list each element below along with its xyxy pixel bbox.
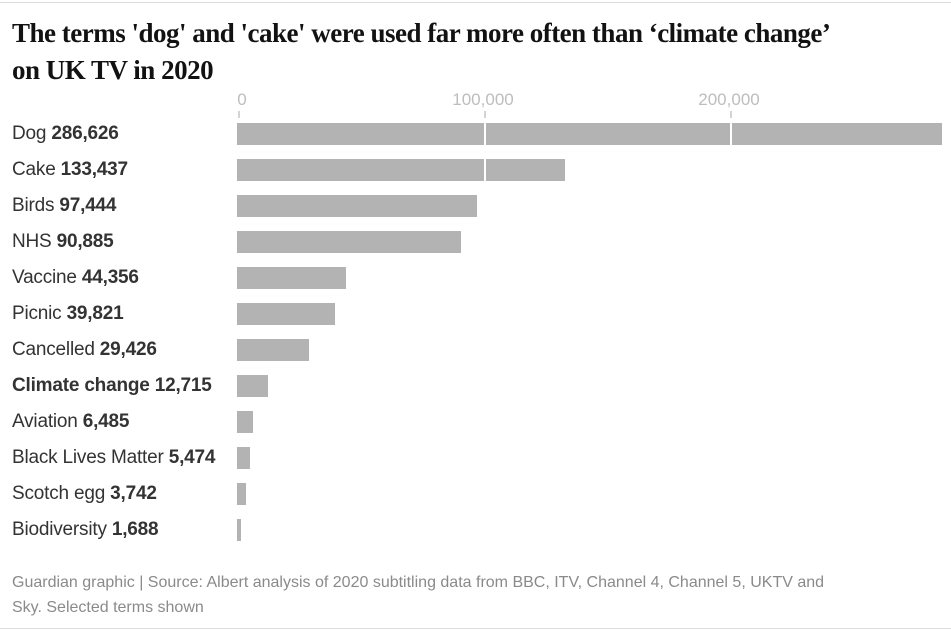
bottom-divider	[0, 628, 951, 629]
bar-row: Cake 133,437	[0, 152, 951, 188]
bar-row: Vaccine 44,356	[0, 260, 951, 296]
source-caption: Guardian graphic | Source: Albert analys…	[12, 570, 942, 620]
bar-term: Black Lives Matter	[12, 447, 169, 468]
bar-label: NHS 90,885	[12, 224, 114, 260]
bar	[237, 519, 241, 541]
x-axis-tick-label: 100,000	[452, 90, 514, 109]
bar-value-label: 5,474	[168, 447, 216, 468]
bar-row: Scotch egg 3,742	[0, 476, 951, 512]
bar	[237, 375, 268, 397]
top-divider	[0, 2, 951, 3]
gridline	[484, 120, 486, 536]
bar-value-label: 97,444	[59, 195, 117, 216]
bar-term: Scotch egg	[12, 483, 111, 504]
x-axis-tick-mark	[730, 111, 732, 118]
bar-term: Aviation	[12, 411, 83, 432]
bar-row: Climate change 12,715	[0, 368, 951, 404]
bar-term: Picnic	[12, 303, 67, 324]
x-axis-tick-label: 0	[237, 90, 247, 109]
bar-label: Climate change 12,715	[12, 368, 212, 404]
bar-value-label: 90,885	[56, 231, 114, 252]
x-axis-tick-mark	[484, 111, 486, 118]
bar-label: Cake 133,437	[12, 152, 128, 188]
bar	[237, 447, 250, 469]
bar-row: Cancelled 29,426	[0, 332, 951, 368]
bar-value-label: 3,742	[110, 483, 157, 504]
bar-label: Cancelled 29,426	[12, 332, 157, 368]
gridline	[730, 120, 732, 536]
source-caption-line2: Sky. Selected terms shown	[12, 599, 204, 616]
bar-row: Biodiversity 1,688	[0, 512, 951, 548]
bar-term: Dog	[12, 123, 52, 144]
chart-title: The terms 'dog' and 'cake' were used far…	[12, 15, 947, 89]
chart-title-line2: on UK TV in 2020	[12, 55, 214, 85]
bar	[237, 267, 346, 289]
bar	[237, 411, 253, 433]
bar-label: Biodiversity 1,688	[12, 512, 159, 548]
bar-row: NHS 90,885	[0, 224, 951, 260]
source-caption-line1: Guardian graphic | Source: Albert analys…	[12, 574, 825, 591]
chart-title-line1: The terms 'dog' and 'cake' were used far…	[12, 18, 831, 48]
bar-value-label: 39,821	[66, 303, 124, 324]
bar-row: Dog 286,626	[0, 116, 951, 152]
x-axis-tick-label: 200,000	[698, 90, 760, 109]
bar-term: NHS	[12, 231, 57, 252]
bar	[237, 159, 565, 181]
bar-label: Black Lives Matter 5,474	[12, 440, 215, 476]
bar	[237, 483, 246, 505]
bar-term: Birds	[12, 195, 60, 216]
bar-term: Cancelled	[12, 339, 100, 360]
bar-term: Biodiversity	[12, 519, 112, 540]
bar	[237, 123, 942, 145]
bar-value-label: 29,426	[99, 339, 157, 360]
bar-row: Birds 97,444	[0, 188, 951, 224]
bar-label: Scotch egg 3,742	[12, 476, 157, 512]
bar-label: Birds 97,444	[12, 188, 116, 224]
x-axis-tick-mark	[238, 111, 240, 118]
bar-row: Picnic 39,821	[0, 296, 951, 332]
bar-value-label: 44,356	[81, 267, 139, 288]
bar-value-label: 286,626	[51, 123, 119, 144]
bar-value-label: 12,715	[154, 375, 212, 396]
bar-chart: 0 100,000 200,000 Dog 286,626 Cake 133,437 B…	[0, 90, 951, 548]
bar-term: Vaccine	[12, 267, 82, 288]
bar	[237, 195, 477, 217]
bar-label: Aviation 6,485	[12, 404, 129, 440]
bar-term: Climate change	[12, 375, 155, 396]
bar-value-label: 1,688	[111, 519, 159, 540]
bar-term: Cake	[12, 159, 61, 180]
bar-row: Aviation 6,485	[0, 404, 951, 440]
bar-value-label: 133,437	[60, 159, 128, 180]
bar	[237, 303, 335, 325]
bar-value-label: 6,485	[82, 411, 130, 432]
bar	[237, 339, 309, 361]
bar-rows: Dog 286,626 Cake 133,437 Birds 97,444 NHS 9…	[0, 116, 951, 548]
bar-label: Picnic 39,821	[12, 296, 124, 332]
bar-label: Vaccine 44,356	[12, 260, 139, 296]
bar	[237, 231, 461, 253]
bar-label: Dog 286,626	[12, 116, 119, 152]
bar-row: Black Lives Matter 5,474	[0, 440, 951, 476]
